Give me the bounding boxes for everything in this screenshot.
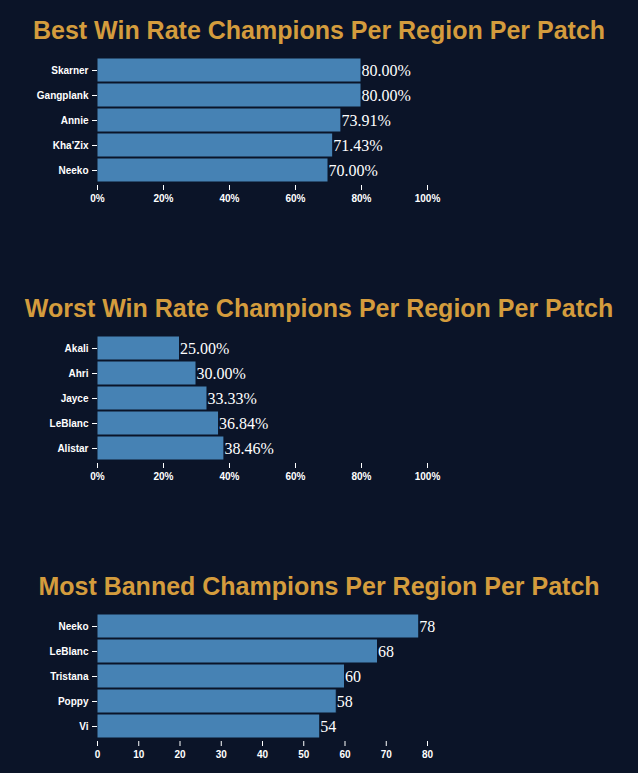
svg-text:33.33%: 33.33% [207, 390, 256, 407]
svg-text:25.00%: 25.00% [180, 340, 229, 357]
svg-text:0%: 0% [90, 193, 105, 204]
html-text:Best Win Rate Champions Per Re: Best Win Rate Champions Per Region Per P… [32, 16, 606, 44]
svg-text:Tristana: Tristana [50, 671, 89, 682]
svg-text:0: 0 [95, 749, 101, 760]
svg-text:60: 60 [339, 749, 351, 760]
svg-text:80.00%: 80.00% [362, 87, 411, 104]
html-text:Most Banned Champions Per Regi: Most Banned Champions Per Region Per Pat… [38, 572, 600, 600]
svg-text:Skarner: Skarner [51, 65, 88, 76]
svg-text:Poppy: Poppy [58, 696, 89, 707]
svg-text:38.46%: 38.46% [224, 440, 273, 457]
svg-text:20: 20 [174, 749, 186, 760]
svg-text:Alistar: Alistar [57, 443, 88, 454]
svg-text:80%: 80% [351, 193, 371, 204]
svg-text:0%: 0% [90, 471, 105, 482]
svg-text:Gangplank: Gangplank [37, 90, 89, 101]
svg-text:Ahri: Ahri [69, 368, 89, 379]
svg-text:54: 54 [320, 718, 336, 735]
svg-text:68: 68 [378, 643, 394, 660]
svg-text:60: 60 [345, 668, 361, 685]
svg-text:70: 70 [381, 749, 393, 760]
svg-text:50: 50 [298, 749, 310, 760]
svg-text:LeBlanc: LeBlanc [50, 418, 89, 429]
svg-text:30.00%: 30.00% [197, 365, 246, 382]
svg-text:Annie: Annie [61, 115, 89, 126]
svg-text:40%: 40% [219, 471, 239, 482]
svg-text:100%: 100% [415, 471, 441, 482]
html-text:Worst Win Rate Champions Per R: Worst Win Rate Champions Per Region Per … [24, 294, 614, 322]
svg-text:Vi: Vi [79, 721, 88, 732]
svg-text:20%: 20% [153, 471, 173, 482]
svg-text:Neeko: Neeko [58, 165, 88, 176]
svg-text:70.00%: 70.00% [329, 162, 378, 179]
svg-text:36.84%: 36.84% [219, 415, 268, 432]
svg-text:Kha'Zix: Kha'Zix [53, 140, 89, 151]
svg-text:Neeko: Neeko [58, 621, 88, 632]
svg-text:Jayce: Jayce [61, 393, 89, 404]
svg-text:60%: 60% [285, 193, 305, 204]
svg-text:80.00%: 80.00% [362, 62, 411, 79]
svg-text:100%: 100% [415, 193, 441, 204]
svg-text:60%: 60% [285, 471, 305, 482]
svg-text:80%: 80% [351, 471, 371, 482]
svg-text:71.43%: 71.43% [333, 137, 382, 154]
svg-text:10: 10 [133, 749, 145, 760]
svg-text:30: 30 [216, 749, 228, 760]
svg-text:LeBlanc: LeBlanc [50, 646, 89, 657]
svg-text:58: 58 [337, 693, 353, 710]
svg-text:40%: 40% [219, 193, 239, 204]
svg-text:78: 78 [419, 618, 435, 635]
svg-text:80: 80 [422, 749, 434, 760]
svg-text:20%: 20% [153, 193, 173, 204]
svg-text:40: 40 [257, 749, 269, 760]
svg-text:73.91%: 73.91% [341, 112, 390, 129]
svg-text:Akali: Akali [65, 343, 89, 354]
